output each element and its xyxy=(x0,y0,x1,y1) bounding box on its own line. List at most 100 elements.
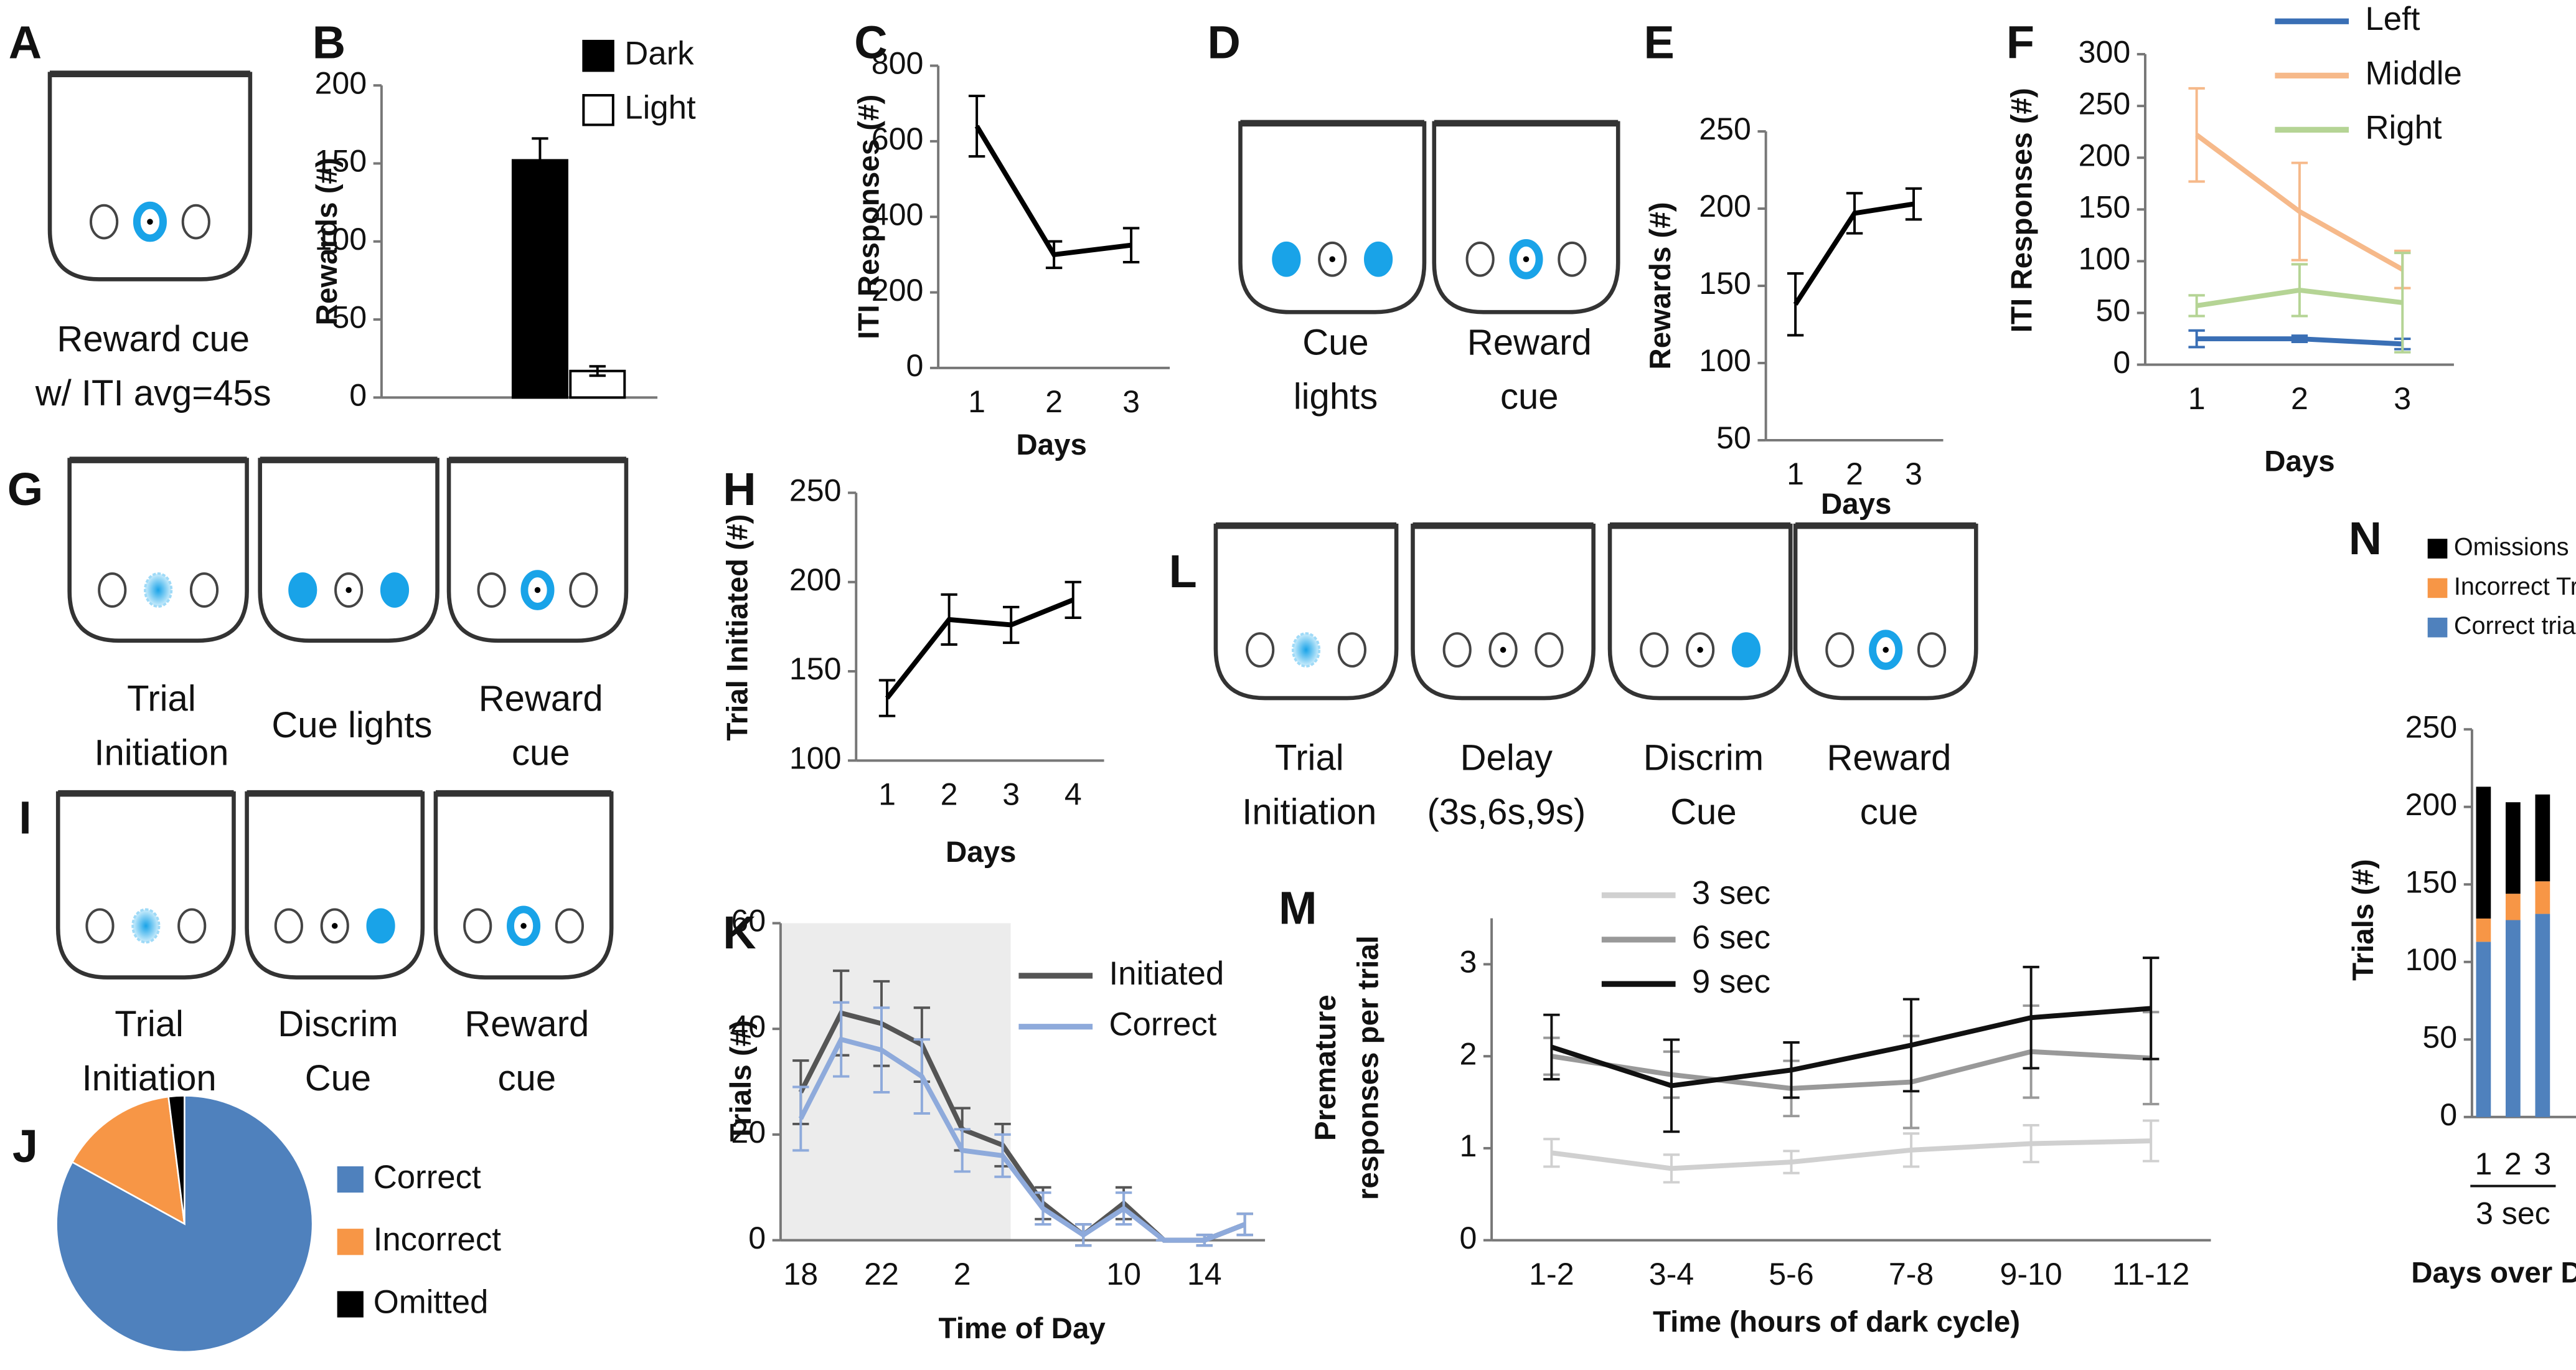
y-tick-label: 200 xyxy=(2405,787,2458,822)
caption: Discrim xyxy=(278,1004,398,1044)
nose-poke-hole xyxy=(555,908,585,944)
error-bar xyxy=(1846,192,1863,235)
panel-letter: N xyxy=(2349,513,2382,564)
nose-poke-hole xyxy=(1535,632,1564,668)
y-tick-label: 200 xyxy=(1699,189,1751,224)
y-tick-label: 150 xyxy=(2405,864,2458,899)
hole-dot xyxy=(346,587,352,593)
legend-label: Right xyxy=(2365,109,2442,146)
legend-label: Left xyxy=(2365,1,2420,37)
nose-poke-hole xyxy=(1825,632,1854,668)
y-tick-label: 0 xyxy=(2440,1097,2457,1132)
chamber-box xyxy=(446,458,629,643)
y-axis-label: ITI Responses (#) xyxy=(2005,88,2038,333)
y-tick-label: 800 xyxy=(872,46,924,81)
x-axis-label: Days xyxy=(946,836,1016,869)
nose-poke-hole xyxy=(1272,241,1301,277)
series-line xyxy=(885,597,1074,700)
legend-swatch xyxy=(2427,539,2448,559)
legend-swatch xyxy=(2427,617,2448,638)
y-tick-label: 250 xyxy=(2405,709,2458,744)
bar-segment xyxy=(2505,894,2521,920)
caption: Delay xyxy=(1460,738,1553,778)
caption: Trial xyxy=(115,1004,184,1044)
y-tick-label: 50 xyxy=(1716,420,1751,455)
x-tick-label: 2 xyxy=(1846,456,1863,491)
legend-label: Light xyxy=(624,90,696,126)
error-bar xyxy=(1045,240,1063,270)
caption: Initiation xyxy=(1242,792,1376,833)
nose-poke-hole xyxy=(569,572,598,608)
nose-poke-hole xyxy=(189,572,219,608)
y-tick-label: 60 xyxy=(731,904,766,938)
error-bar xyxy=(1236,1212,1253,1237)
bar-segment xyxy=(2535,914,2550,1117)
nose-poke-hole xyxy=(181,204,210,240)
caption: Reward xyxy=(1467,322,1592,362)
y-axis-label: Premature xyxy=(1309,994,1342,1141)
y-tick-label: 0 xyxy=(349,378,367,413)
y-axis-label: Trial Initiated (#) xyxy=(721,514,754,741)
nose-poke-hole xyxy=(85,908,115,944)
hole-dot xyxy=(534,587,541,593)
panel-letter: F xyxy=(2006,16,2034,68)
legend-swatch xyxy=(582,94,614,126)
pie-slice xyxy=(167,1095,186,1224)
error-bar xyxy=(1002,605,1020,645)
x-tick-label: 3 xyxy=(2394,381,2411,416)
error-bar xyxy=(994,1133,1011,1178)
chamber-box xyxy=(1238,121,1427,314)
hole-dot xyxy=(147,219,153,225)
x-axis-label: Time (hours of dark cycle) xyxy=(1653,1306,2020,1339)
y-tick-label: 0 xyxy=(906,348,924,383)
error-bar xyxy=(1196,1234,1213,1247)
x-tick-label: 3 xyxy=(1122,384,1140,419)
nose-poke-hole xyxy=(1364,241,1393,277)
caption: cue xyxy=(1860,792,1919,833)
y-tick-label: 100 xyxy=(789,741,842,776)
error-bar xyxy=(1065,580,1081,620)
error-bar xyxy=(968,95,985,158)
panel-letter: G xyxy=(7,463,43,515)
chamber-box xyxy=(1411,523,1596,701)
panel-letter: B xyxy=(313,16,346,68)
x-tick-label: 3-4 xyxy=(1649,1257,1694,1292)
y-axis-label: Trials (#) xyxy=(2347,859,2380,981)
nose-poke-hole xyxy=(1917,632,1947,668)
caption: cue xyxy=(512,733,570,773)
chamber-box xyxy=(67,458,249,643)
nose-poke-hole xyxy=(131,908,161,944)
y-axis-label: Rewards (#) xyxy=(1644,202,1677,369)
x-tick-label: 3 xyxy=(1002,777,1020,812)
legend-label: Middle xyxy=(2365,55,2461,92)
y-tick-label: 100 xyxy=(2079,242,2131,276)
series-line xyxy=(1551,1138,2151,1171)
x-tick-label: 1 xyxy=(2188,381,2206,416)
panel-letter: E xyxy=(1644,16,1675,68)
y-tick-label: 400 xyxy=(872,197,924,232)
x-tick-label: 2 xyxy=(954,1257,971,1292)
nose-poke-hole xyxy=(90,204,119,240)
error-bar xyxy=(2188,87,2205,183)
x-axis-label: Time of Day xyxy=(939,1312,1106,1345)
legend-label: Correct xyxy=(374,1159,481,1196)
panel-letter: L xyxy=(1169,546,1197,597)
error-bar xyxy=(1663,1038,1680,1133)
error-bar xyxy=(589,365,606,377)
nose-poke-hole xyxy=(380,572,410,608)
y-tick-label: 50 xyxy=(2095,293,2130,328)
caption: Reward xyxy=(1827,738,1952,778)
caption: lights xyxy=(1294,376,1378,417)
y-tick-label: 150 xyxy=(1699,266,1751,301)
chamber-box xyxy=(47,72,253,281)
caption: Cue xyxy=(1670,792,1736,833)
group-label: 3 sec xyxy=(2476,1196,2550,1231)
bar-segment xyxy=(2476,942,2491,1117)
legend-label: Omissions xyxy=(2454,534,2569,561)
x-tick-label: 1 xyxy=(878,777,896,812)
y-axis-label: Trials (#) xyxy=(725,1020,758,1141)
error-bar xyxy=(2143,957,2160,1061)
error-bar xyxy=(2023,965,2039,1070)
